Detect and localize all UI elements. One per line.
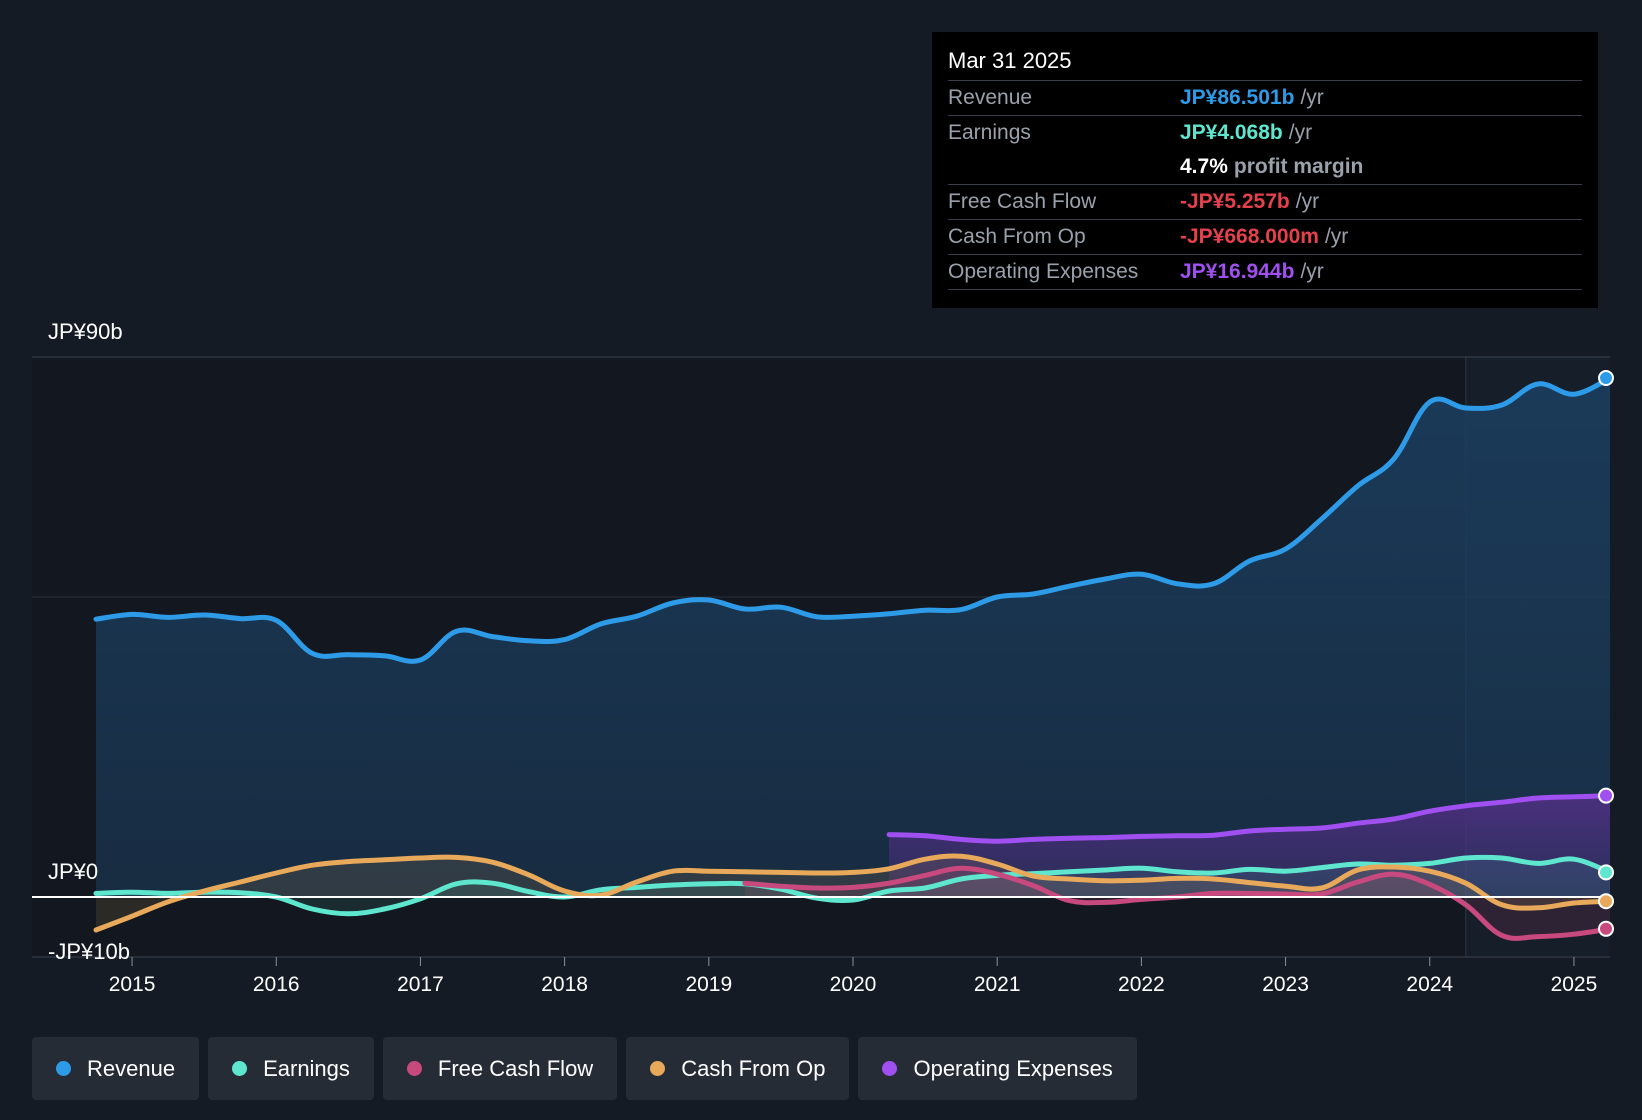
y-axis-label: JP¥0 [48,859,98,884]
x-tick-label: 2025 [1551,973,1598,996]
tooltip-unit: /yr [1300,86,1324,109]
legend-label: Revenue [87,1055,176,1081]
endpoint-operating-expenses[interactable] [1598,787,1614,804]
tooltip-unit: /yr [1288,121,1313,144]
line-earnings [93,854,1613,917]
legend-label: Earnings [263,1055,350,1081]
x-tick-label: 2023 [1262,973,1309,996]
tooltip-value: JP¥4.068b [1180,121,1283,144]
legend-item-operating-expenses[interactable]: Operating Expenses [858,1037,1137,1100]
y-axis-label: JP¥90b [48,319,123,344]
x-tick-label: 2024 [1406,973,1453,996]
tooltip-row-operating-expenses: Operating Expenses JP¥16.944b /yr [948,255,1582,290]
tooltip-label [948,150,1180,184]
y-axis-label: -JP¥10b [48,939,130,964]
x-tick-label: 2018 [541,973,588,996]
dot-icon [882,1061,898,1076]
tooltip-unit: profit margin [1233,155,1364,178]
tooltip-value: JP¥86.501b [1180,86,1295,109]
tooltip-row-earnings: Earnings JP¥4.068b /yr [948,116,1582,150]
area-cash-from-op [96,855,1610,930]
x-tick-label: 2020 [830,973,877,996]
endpoint-revenue[interactable] [1598,370,1614,386]
tooltip-row-revenue: Revenue JP¥86.501b /yr [948,81,1582,116]
legend-item-free-cash-flow[interactable]: Free Cash Flow [382,1037,618,1100]
x-tick-label: 2022 [1118,973,1165,996]
tooltip-label: Free Cash Flow [948,190,1097,213]
endpoint-cash-from-op[interactable] [1598,893,1614,910]
tooltip-unit: /yr [1300,260,1324,283]
line-revenue [93,375,1613,664]
x-tick-label: 2016 [253,973,300,996]
x-tick-label: 2015 [109,973,156,996]
tooltip-date: Mar 31 2025 [948,46,1582,81]
tooltip-row-profit-margin: 4.7% profit margin [948,150,1582,185]
legend-item-revenue[interactable]: Revenue [32,1037,200,1100]
tooltip-panel: Mar 31 2025 Revenue JP¥86.501b /yr Earni… [932,32,1598,308]
legend-label: Free Cash Flow [437,1055,594,1081]
area-free-cash-flow [744,868,1610,939]
tooltip-row-cash-from-op: Cash From Op -JP¥668.000m /yr [948,220,1582,255]
tooltip-unit: /yr [1295,190,1320,213]
legend-item-cash-from-op[interactable]: Cash From Op [626,1037,850,1100]
tooltip-unit: /yr [1324,225,1349,248]
x-tick-label: 2021 [974,973,1021,996]
tooltip-label: Operating Expenses [948,260,1139,283]
dot-icon [650,1061,666,1076]
tooltip-label: Cash From Op [948,225,1086,248]
legend-label: Cash From Op [681,1055,826,1081]
line-cash-from-op [93,853,1613,933]
tooltip-value: 4.7% [1180,155,1228,178]
tooltip-label: Earnings [948,121,1031,144]
dot-icon [56,1061,71,1076]
dot-icon [406,1061,422,1076]
line-operating-expenses [886,793,1613,844]
area-revenue [96,378,1610,897]
tooltip-value: JP¥16.944b [1180,260,1295,283]
endpoint-earnings[interactable] [1598,864,1614,881]
x-tick-label: 2019 [685,973,732,996]
tooltip-label: Revenue [948,86,1033,109]
legend: Revenue Earnings Free Cash Flow Cash Fro… [32,1037,1137,1100]
x-tick-label: 2017 [397,973,444,996]
tooltip-value: -JP¥5.257b [1180,190,1290,213]
tooltip-row-free-cash-flow: Free Cash Flow -JP¥5.257b /yr [948,185,1582,220]
legend-label: Operating Expenses [913,1055,1113,1081]
dot-icon [232,1061,248,1076]
endpoint-free-cash-flow[interactable] [1598,920,1614,937]
tooltip-value: -JP¥668.000m [1180,225,1319,248]
legend-item-earnings[interactable]: Earnings [208,1037,374,1100]
